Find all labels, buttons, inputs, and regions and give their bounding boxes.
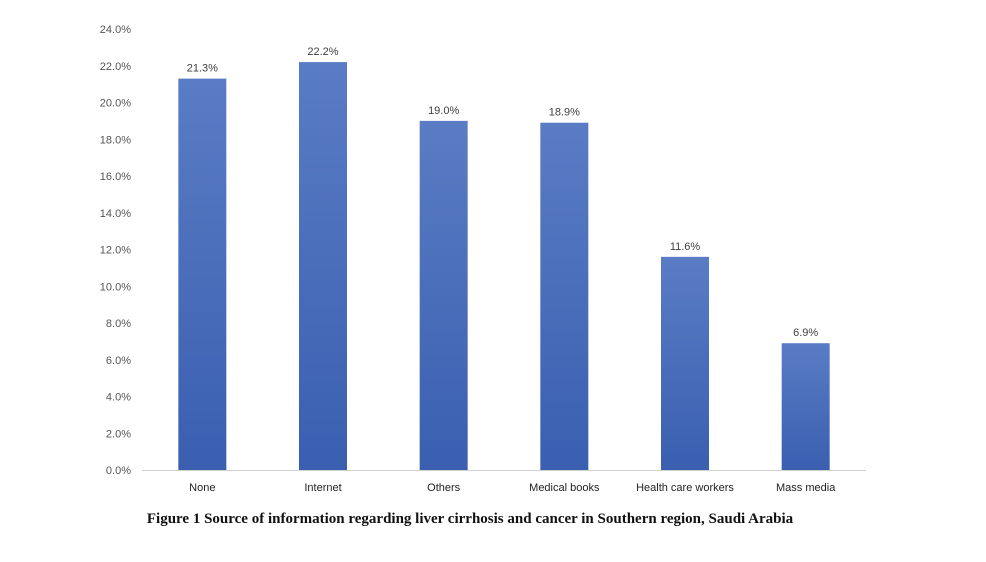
bar bbox=[299, 62, 347, 470]
bar bbox=[540, 122, 589, 471]
data-label: 11.6% bbox=[670, 241, 701, 253]
y-tick-label: 0.0% bbox=[106, 465, 131, 477]
figure-caption: Figure 1 Source of information regarding… bbox=[146, 511, 794, 527]
y-tick-label: 16.0% bbox=[100, 171, 131, 183]
bar bbox=[661, 256, 709, 470]
y-tick-label: 2.0% bbox=[106, 428, 131, 440]
y-axis-ticks: 0.0% 2.0% 4.0% 6.0% 8.0% 10.0% 12.0% 14.0% 16.0%… bbox=[100, 24, 131, 477]
category-label: Medical books bbox=[529, 482, 600, 494]
data-labels: 21.3% 22.2% 19.0% 18.9% 11.6% 6.9% bbox=[187, 46, 819, 339]
category-label: Others bbox=[427, 482, 461, 494]
y-tick-label: 18.0% bbox=[100, 134, 131, 146]
data-label: 21.3% bbox=[187, 63, 218, 75]
category-labels: None Internet Others Medical books Health ca… bbox=[189, 482, 836, 494]
category-label: Health care workers bbox=[636, 482, 734, 494]
category-label: None bbox=[189, 482, 215, 494]
data-label: 18.9% bbox=[549, 107, 580, 119]
y-tick-label: 24.0% bbox=[100, 24, 131, 36]
category-label: Mass media bbox=[776, 482, 836, 494]
y-tick-label: 14.0% bbox=[100, 208, 131, 220]
data-label: 22.2% bbox=[307, 46, 338, 58]
category-label: Internet bbox=[304, 482, 341, 494]
data-label: 6.9% bbox=[793, 327, 818, 339]
y-tick-label: 12.0% bbox=[100, 245, 131, 257]
y-tick-label: 22.0% bbox=[100, 61, 131, 73]
bar bbox=[419, 120, 468, 470]
bar bbox=[178, 78, 227, 471]
bars bbox=[178, 62, 830, 471]
y-tick-label: 10.0% bbox=[100, 281, 131, 293]
y-tick-label: 8.0% bbox=[106, 318, 131, 330]
data-label: 19.0% bbox=[428, 105, 459, 117]
y-tick-label: 20.0% bbox=[100, 98, 131, 110]
y-tick-label: 4.0% bbox=[106, 392, 131, 404]
bar bbox=[781, 343, 830, 470]
y-tick-label: 6.0% bbox=[106, 355, 131, 367]
bar-chart: 0.0% 2.0% 4.0% 6.0% 8.0% 10.0% 12.0% 14.0% 16.0%… bbox=[100, 24, 866, 494]
